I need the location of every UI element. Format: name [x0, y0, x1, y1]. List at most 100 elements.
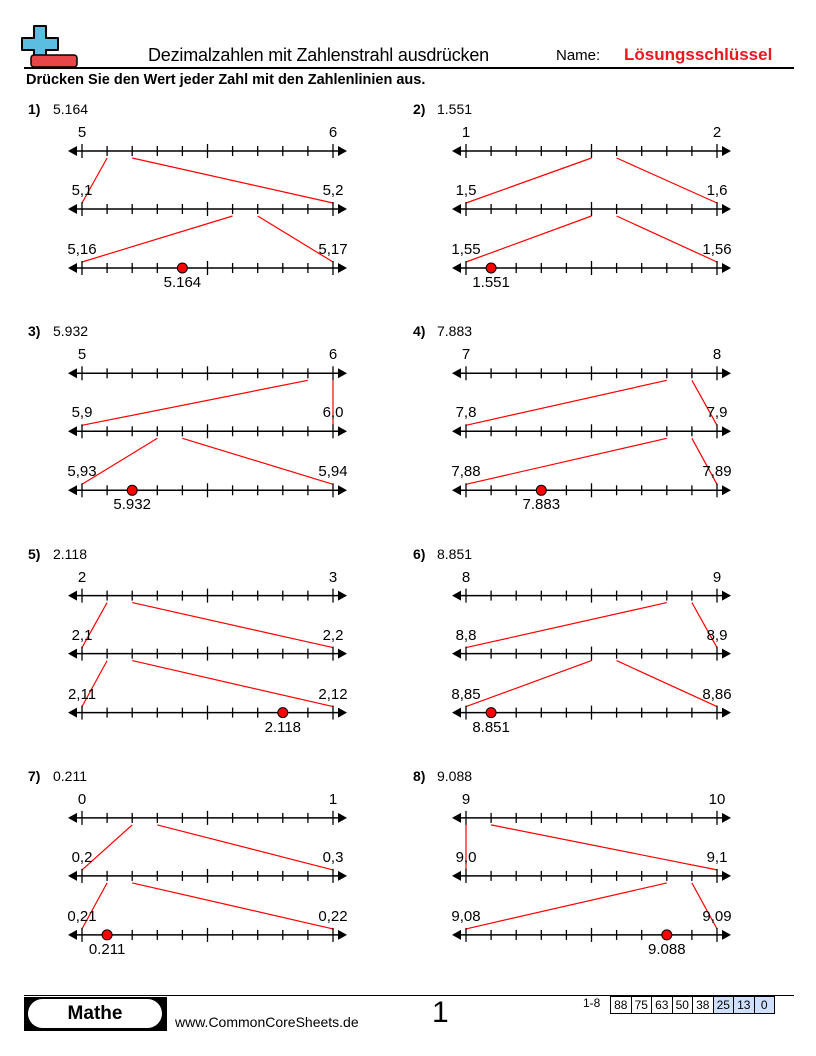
arrow-left-icon [68, 929, 77, 940]
problem-1 [68, 144, 347, 275]
number-line [452, 424, 731, 439]
problem-number: 5) [28, 545, 41, 562]
arrow-right-icon [722, 368, 731, 379]
arrow-right-icon [722, 146, 731, 156]
problem-2 [452, 144, 731, 275]
zoom-line [132, 157, 334, 204]
arrow-left-icon [452, 707, 461, 718]
arrow-right-icon [338, 485, 347, 496]
answer-point [277, 707, 289, 719]
header-divider [24, 67, 794, 69]
number-line [452, 705, 731, 720]
problem-number: 6) [413, 545, 426, 562]
number-line [452, 810, 731, 825]
line-end-label: 2,12 [318, 685, 348, 703]
arrow-right-icon [338, 263, 347, 273]
zoom-line [616, 660, 718, 708]
line-end-label: 7,9 [706, 404, 728, 422]
answer-value-label: 9.088 [648, 940, 686, 958]
problem-7 [68, 810, 347, 942]
line-start-label: 5,93 [67, 463, 97, 481]
arrow-right-icon [338, 146, 347, 156]
answer-point [101, 929, 113, 941]
zoom-line [81, 215, 233, 263]
line-start-label: 2,1 [71, 626, 93, 644]
line-end-label: 5,94 [318, 463, 348, 481]
line-start-label: 2,11 [67, 685, 97, 703]
page-number: 1 [432, 996, 449, 1029]
arrow-left-icon [68, 263, 77, 273]
zoom-line [81, 379, 309, 426]
problem-value: 2.118 [53, 545, 87, 562]
answer-value-label: 1.551 [472, 274, 510, 291]
arrow-right-icon [722, 590, 731, 601]
line-end-label: 3 [328, 568, 338, 586]
line-start-label: 5 [77, 124, 87, 141]
number-line [452, 868, 731, 883]
logo-icon [21, 25, 78, 68]
line-start-label: 2 [77, 568, 87, 586]
line-start-label: 5,16 [67, 241, 97, 258]
line-end-label: 2 [712, 124, 722, 141]
line-end-label: 2,2 [322, 626, 344, 644]
zoom-line [691, 602, 718, 648]
zoom-line [465, 660, 592, 708]
arrow-left-icon [68, 368, 77, 379]
number-line [452, 927, 731, 942]
line-start-label: 7,88 [451, 463, 481, 481]
answer-point [535, 484, 547, 496]
answer-point [661, 929, 673, 941]
line-start-label: 5,1 [71, 182, 93, 199]
line-end-label: 9 [712, 568, 722, 586]
arrow-right-icon [338, 929, 347, 940]
line-end-label: 5,2 [322, 182, 344, 199]
arrow-right-icon [722, 812, 731, 823]
arrow-left-icon [452, 590, 461, 601]
line-start-label: 0 [77, 790, 87, 808]
page-title: Dezimalzahlen mit Zahlenstrahl ausdrücke… [148, 45, 489, 65]
zoom-line [465, 602, 667, 649]
zoom-line [81, 882, 108, 930]
line-start-label: 9 [461, 790, 471, 808]
number-line [68, 483, 347, 498]
answer-point [126, 484, 138, 496]
problem-3 [68, 366, 347, 498]
number-line [452, 646, 731, 661]
arrow-left-icon [452, 263, 461, 273]
line-end-label: 0,22 [318, 907, 348, 925]
score-range: 1-8 [583, 996, 601, 1010]
arrow-right-icon [338, 870, 347, 881]
line-end-label: 1,6 [706, 182, 728, 199]
arrow-right-icon [722, 263, 731, 273]
arrow-left-icon [68, 426, 77, 437]
zoom-line [157, 824, 334, 871]
zoom-line [691, 438, 718, 485]
number-line [452, 144, 731, 158]
zoom-line [465, 882, 667, 930]
number-line [68, 261, 347, 275]
answer-key-label: Lösungsschlüssel [624, 45, 773, 64]
arrow-right-icon [338, 368, 347, 379]
line-start-label: 8,8 [455, 626, 477, 644]
arrow-left-icon [452, 368, 461, 379]
problem-number: 2) [413, 101, 426, 117]
number-line [452, 483, 731, 498]
number-line [68, 366, 347, 381]
number-line [68, 705, 347, 720]
problem-value: 8.851 [437, 545, 473, 562]
line-end-label: 5,17 [318, 241, 348, 258]
line-end-label: 9,09 [702, 907, 732, 925]
problem-4 [452, 366, 731, 498]
answer-value-label: 5.164 [163, 274, 202, 291]
number-line [452, 588, 731, 603]
number-line [68, 646, 347, 661]
number-line [68, 868, 347, 883]
line-end-label: 1 [328, 790, 338, 808]
zoom-line [81, 437, 158, 485]
number-line [452, 261, 731, 275]
line-end-label: 0,3 [322, 848, 344, 866]
instructions: Drücken Sie den Wert jeder Zahl mit den … [26, 72, 426, 88]
zoom-line [81, 602, 108, 648]
problem-number: 7) [28, 767, 41, 784]
arrow-left-icon [452, 426, 461, 437]
